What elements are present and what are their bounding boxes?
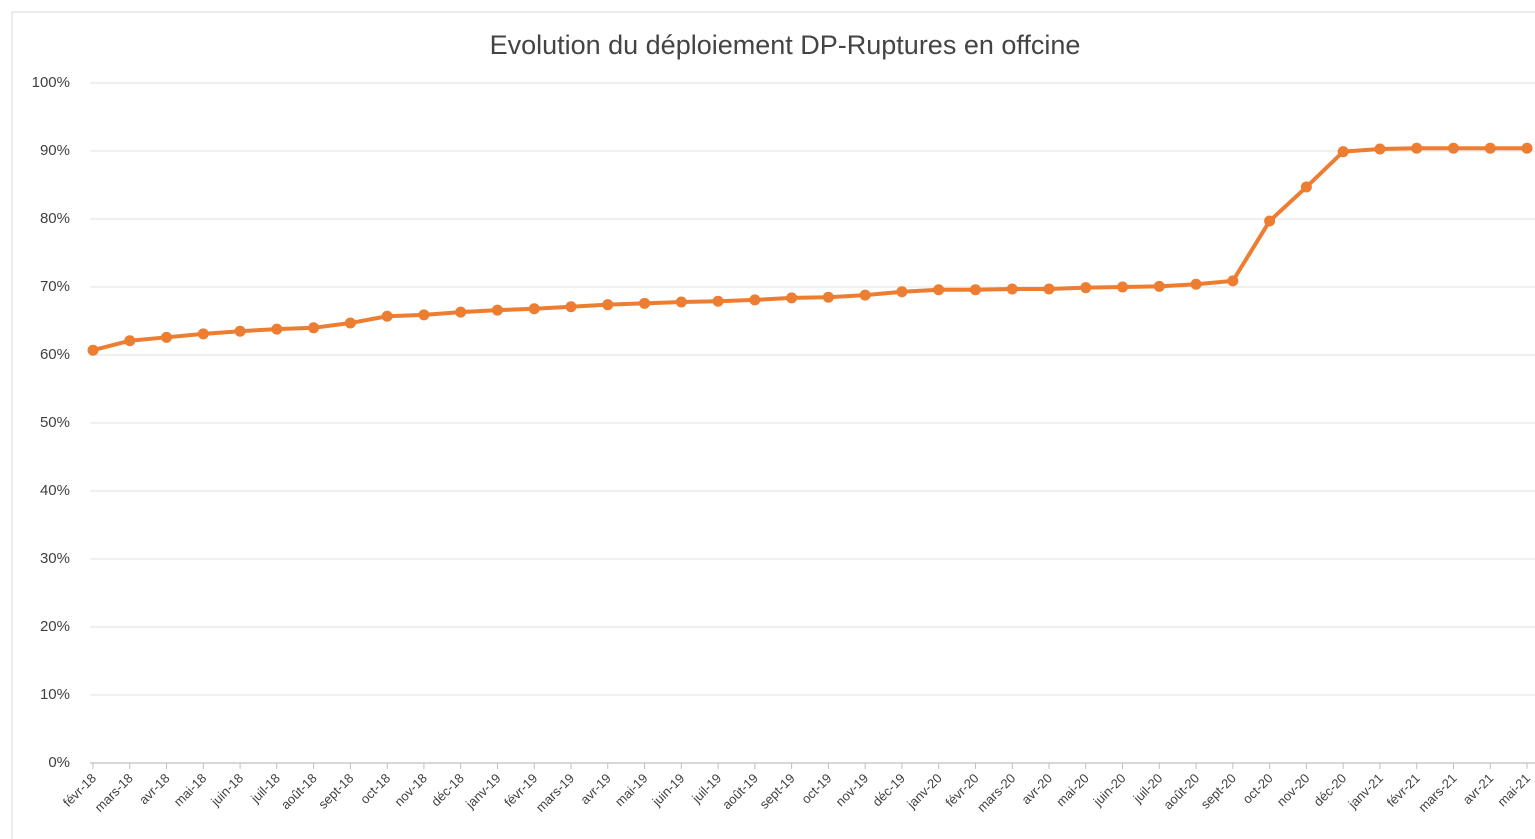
x-tick-label: déc-19 — [869, 771, 908, 810]
marker — [1337, 146, 1349, 158]
x-tick-label: sept-18 — [315, 771, 356, 812]
x-tick-label: avr-21 — [1460, 771, 1497, 808]
x-tick-label: nov-20 — [1274, 771, 1313, 810]
x-tick-label: mars-18 — [92, 771, 136, 815]
marker — [491, 304, 503, 316]
y-tick-label: 20% — [40, 618, 70, 635]
x-tick-label: mars-20 — [974, 771, 1018, 815]
x-tick-label: janv-20 — [903, 771, 944, 812]
x-tick-label: avr-18 — [136, 771, 173, 808]
y-tick-label: 30% — [40, 550, 70, 567]
marker — [1484, 142, 1496, 154]
x-tick-label: déc-20 — [1311, 771, 1350, 810]
marker — [1300, 181, 1312, 193]
y-tick-label: 50% — [40, 414, 70, 431]
marker — [197, 328, 209, 340]
x-tick-label: avr-20 — [1018, 771, 1055, 808]
marker — [418, 309, 430, 321]
x-tick-label: août-18 — [278, 771, 320, 813]
x-tick-label: oct-20 — [1240, 771, 1276, 807]
marker — [896, 286, 908, 298]
marker — [1006, 283, 1018, 295]
x-tick-label: nov-18 — [391, 771, 430, 810]
x-tick-label: avr-19 — [577, 771, 614, 808]
chart-border — [11, 11, 1535, 839]
line — [92, 146, 1527, 353]
marker — [124, 335, 136, 347]
marker — [749, 294, 761, 306]
y-tick-label: 10% — [40, 686, 70, 703]
x-tick-label: mai-19 — [612, 771, 651, 810]
x-tick-label: mai-20 — [1053, 771, 1092, 810]
marker — [602, 299, 614, 311]
marker — [786, 292, 798, 304]
x-tick-label: juin-20 — [1090, 771, 1129, 810]
marker — [344, 317, 356, 329]
y-tick-label: 100% — [32, 74, 70, 91]
x-tick-label: nov-19 — [833, 771, 872, 810]
x-tick-label: oct-18 — [357, 771, 393, 807]
x-tick-label: oct-19 — [798, 771, 834, 807]
x-tick-label: août-20 — [1160, 771, 1202, 813]
marker — [859, 289, 871, 301]
marker — [381, 310, 393, 322]
marker — [675, 296, 687, 308]
y-tick-label: 60% — [40, 346, 70, 363]
marker — [933, 284, 945, 296]
marker — [87, 344, 99, 356]
marker — [565, 301, 577, 313]
x-tick-label: juin-19 — [649, 771, 688, 810]
marker — [1117, 281, 1129, 293]
marker — [712, 295, 724, 307]
marker — [161, 331, 173, 343]
marker — [528, 303, 540, 315]
marker — [639, 297, 651, 309]
marker — [1264, 215, 1276, 227]
marker — [308, 322, 320, 334]
y-tick-label: 80% — [40, 210, 70, 227]
y-tick-label: 40% — [40, 482, 70, 499]
y-tick-label: 70% — [40, 278, 70, 295]
x-tick-label: mai-18 — [171, 771, 210, 810]
x-tick-label: août-19 — [719, 771, 761, 813]
x-tick-label: mars-21 — [1415, 771, 1459, 815]
marker — [1190, 278, 1202, 290]
marker — [1043, 283, 1055, 295]
x-tick-label: janv-21 — [1345, 771, 1386, 812]
marker — [969, 284, 981, 296]
x-tick-label: sept-19 — [756, 771, 797, 812]
x-tick-label: mars-19 — [533, 771, 577, 815]
x-tick-label: sept-20 — [1198, 771, 1239, 812]
marker — [234, 325, 246, 337]
x-tick-label: juin-18 — [207, 771, 246, 810]
x-tick-label: janv-19 — [462, 771, 503, 812]
marker — [1411, 142, 1423, 154]
marker — [822, 291, 834, 303]
marker — [1374, 143, 1386, 155]
y-tick-label: 90% — [40, 142, 70, 159]
marker — [1521, 142, 1533, 154]
marker — [1227, 275, 1239, 287]
x-tick-label: mai-21 — [1494, 771, 1533, 810]
marker — [1447, 142, 1459, 154]
chart-title: Evolution du déploiement DP-Ruptures en … — [490, 30, 1081, 60]
marker — [271, 323, 283, 335]
x-tick-label: déc-18 — [428, 771, 467, 810]
marker — [1080, 282, 1092, 294]
marker — [455, 306, 467, 318]
y-tick-label: 0% — [48, 754, 70, 771]
marker — [1153, 280, 1165, 292]
